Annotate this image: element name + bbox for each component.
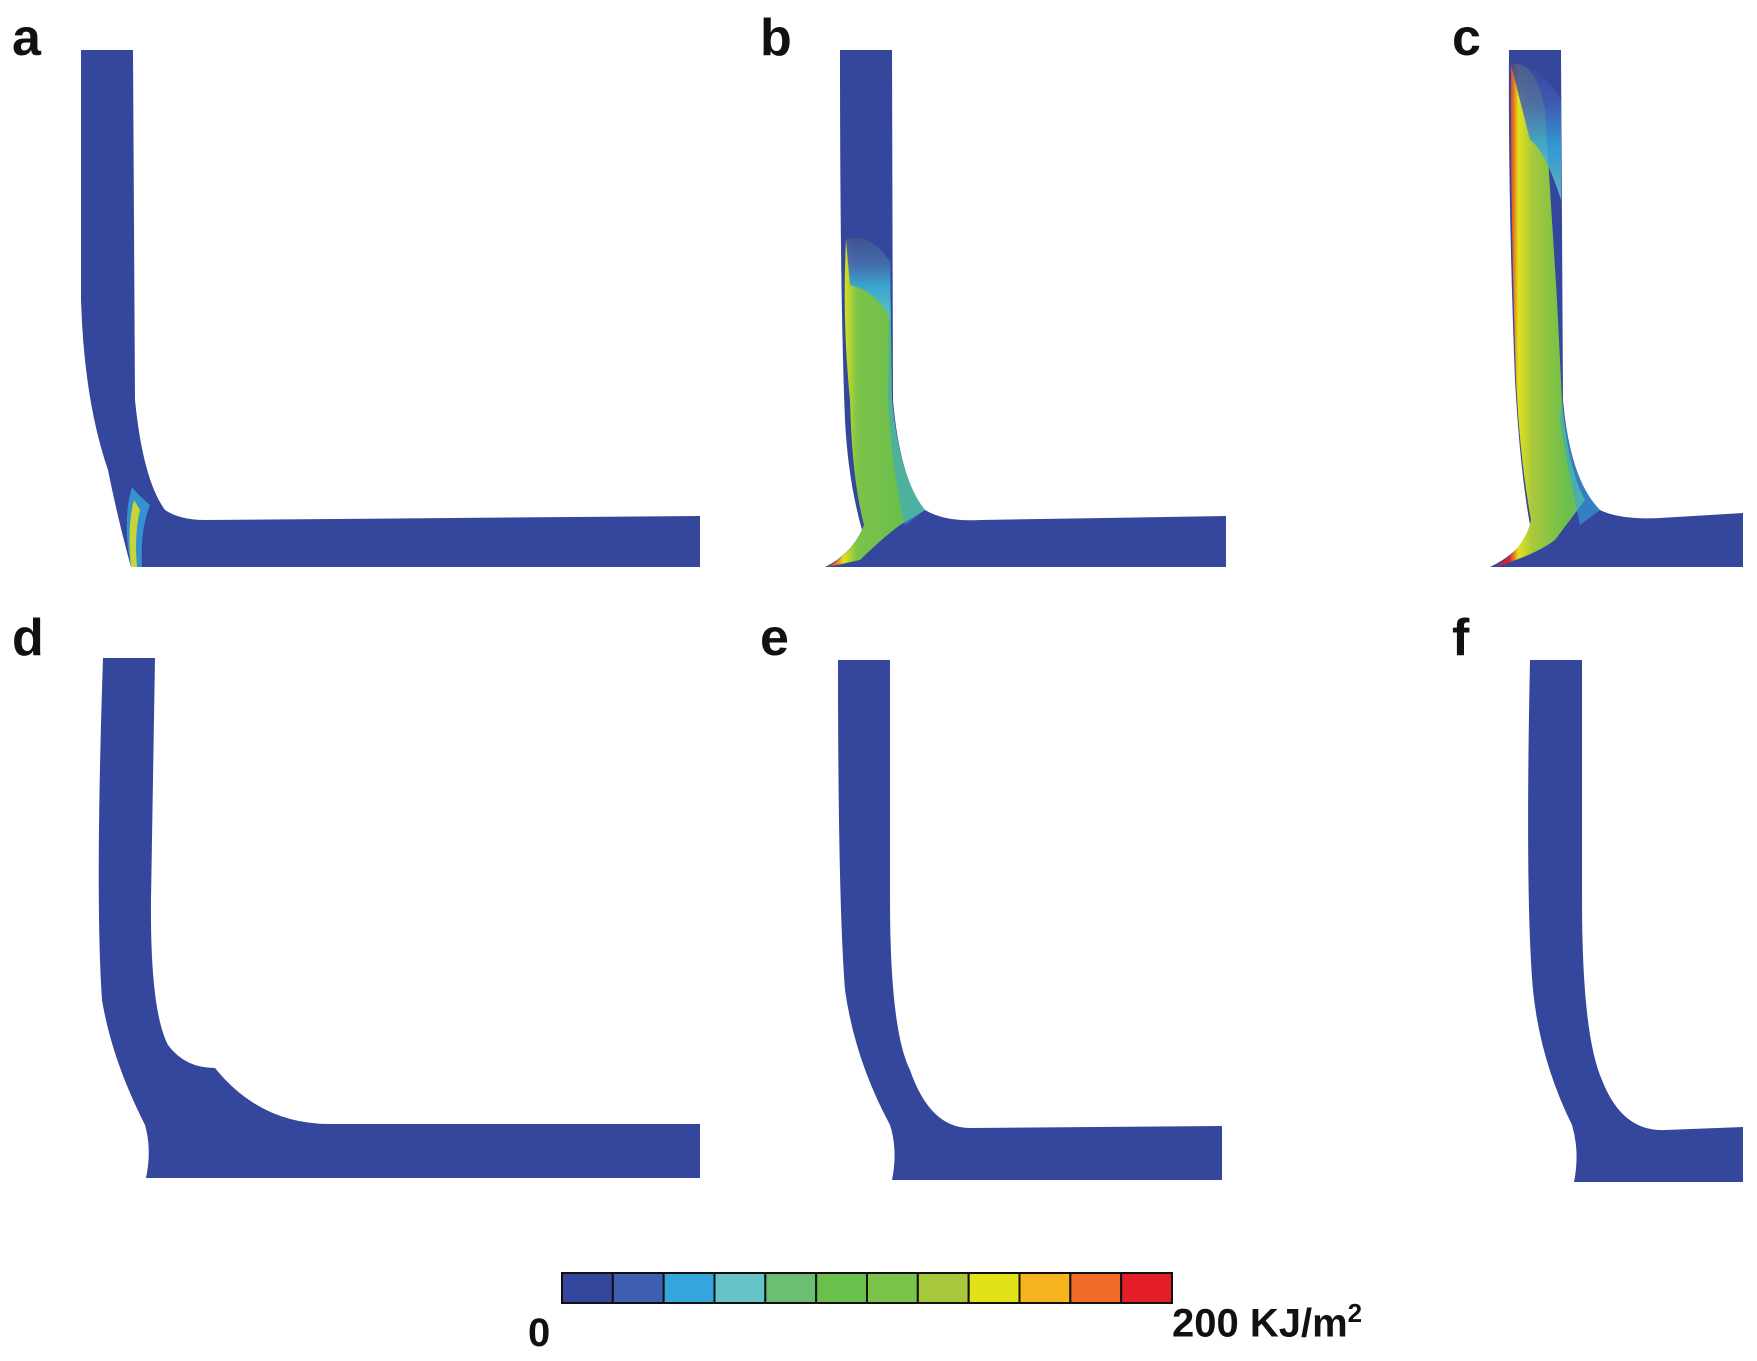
colorbar	[561, 1272, 1173, 1304]
panel-label-a: a	[12, 9, 41, 67]
panel-label-b: b	[760, 9, 792, 67]
panel-a-shape	[81, 50, 700, 567]
panel-label-d: d	[12, 609, 44, 667]
panel-b-shape	[825, 50, 1226, 567]
colorbar-segment-10	[1018, 1272, 1072, 1304]
panel-e-shape	[838, 660, 1222, 1180]
colorbar-segment-4	[713, 1272, 767, 1304]
panel-c-shape	[1490, 50, 1743, 567]
colorbar-segment-6	[815, 1272, 869, 1304]
colorbar-segment-7	[866, 1272, 919, 1304]
colorbar-segment-11	[1069, 1272, 1123, 1304]
panel-d-shape	[98, 658, 700, 1178]
panel-label-c: c	[1452, 9, 1481, 67]
colorbar-max-text: 200 KJ/m	[1172, 1301, 1348, 1346]
panel-label-e: e	[760, 609, 789, 667]
colorbar-segment-12	[1120, 1272, 1173, 1304]
colorbar-segment-5	[764, 1272, 818, 1304]
colorbar-segment-8	[916, 1272, 970, 1304]
colorbar-segment-9	[967, 1272, 1021, 1304]
colorbar-max-label: 200 KJ/m2	[1172, 1300, 1362, 1343]
colorbar-min-label: 0	[528, 1311, 551, 1355]
panel-f-shape	[1528, 660, 1743, 1182]
colorbar-segment-3	[662, 1272, 716, 1304]
colorbar-segment-2	[611, 1272, 665, 1304]
panel-label-f: f	[1452, 609, 1470, 667]
colorbar-max-exponent: 2	[1347, 1298, 1363, 1328]
colorbar-segment-1	[561, 1272, 614, 1304]
